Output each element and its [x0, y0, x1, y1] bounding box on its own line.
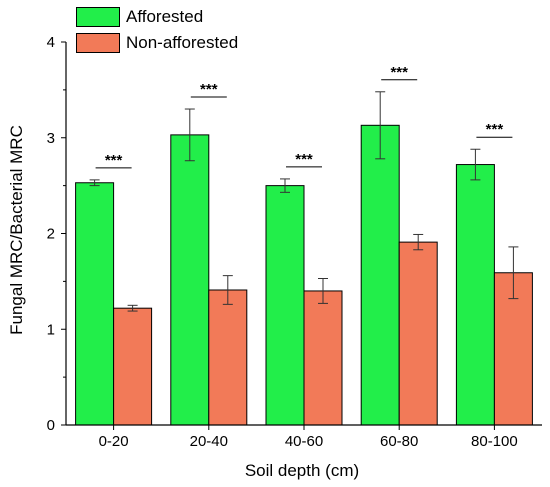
y-tick-label-2: 2	[47, 226, 55, 243]
bar-afforested-60-80	[360, 124, 400, 426]
bars-group	[75, 124, 533, 426]
significance-group: *** *** *** *** ***	[95, 64, 513, 169]
legend-label-non-afforested: Non-afforested	[126, 33, 239, 52]
bar-non-afforested-40-60	[303, 290, 343, 426]
legend-item-non-afforested: Non-afforested	[76, 30, 238, 56]
bar-afforested-0-20	[75, 182, 115, 426]
y-tick-label-3: 3	[47, 130, 55, 147]
y-axis-title: Fungal MRC/Bacterial MRC	[7, 125, 26, 335]
x-tick-label-80-100: 80-100	[471, 433, 518, 450]
bar-non-afforested-20-40	[208, 289, 248, 426]
error-bars-group	[89, 91, 519, 312]
significance-label-80-100: ***	[486, 121, 504, 138]
significance-label-60-80: ***	[390, 64, 408, 81]
x-tick-label-20-40: 20-40	[190, 433, 228, 450]
y-tick-label-4: 4	[47, 34, 55, 51]
legend-swatch-non-afforested	[76, 33, 120, 53]
x-tick-label-60-80: 60-80	[380, 433, 418, 450]
bar-non-afforested-0-20	[113, 307, 153, 426]
x-tick-label-40-60: 40-60	[285, 433, 323, 450]
legend-label-afforested: Afforested	[126, 7, 204, 26]
significance-label-0-20: ***	[105, 152, 123, 169]
bar-afforested-40-60	[265, 185, 305, 426]
legend-item-afforested: Afforested	[76, 4, 238, 30]
y-tick-label-1: 1	[47, 321, 55, 338]
x-axis-title: Soil depth (cm)	[245, 461, 359, 480]
bar-afforested-80-100	[455, 164, 495, 426]
axes-group: 0-20 20-40 40-60 60-80 80-100 0 1 2 3 4	[47, 34, 542, 450]
legend-swatch-afforested	[76, 7, 120, 27]
legend: Afforested Non-afforested	[76, 4, 238, 56]
x-tick-label-0-20: 0-20	[99, 433, 129, 450]
bar-non-afforested-60-80	[398, 241, 438, 426]
y-tick-label-0: 0	[47, 417, 55, 434]
bar-afforested-20-40	[170, 134, 210, 426]
significance-label-20-40: ***	[200, 81, 218, 98]
significance-label-40-60: ***	[295, 151, 313, 168]
